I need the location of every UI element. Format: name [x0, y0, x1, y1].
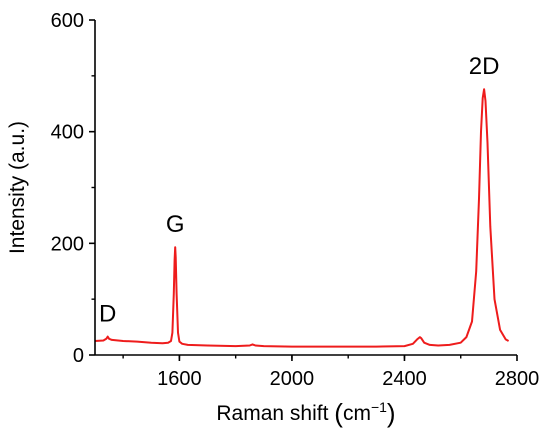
- peak-label-g: G: [166, 211, 185, 238]
- x-tick-label: 1600: [157, 368, 202, 390]
- labels: Raman shift (cm−1) Intensity (a.u.) D G 2D: [6, 53, 499, 428]
- peak-label-2d: 2D: [469, 53, 500, 80]
- x-axis-label: Raman shift: [216, 402, 328, 425]
- y-tick-label: 200: [51, 233, 84, 255]
- x-axis-unit-exponent: −1: [371, 399, 387, 415]
- axes-frame: [94, 20, 517, 356]
- y-tick-label: 600: [51, 10, 84, 32]
- x-axis-unit-open-paren: (: [334, 398, 343, 428]
- x-axis-title: Raman shift (cm−1): [216, 398, 395, 428]
- ticks: 1600 2000 2400 2800 0 200 400 600: [51, 10, 540, 390]
- y-axis-title: Intensity (a.u.): [6, 121, 29, 254]
- x-tick-label: 2000: [270, 368, 315, 390]
- y-tick-label: 400: [51, 122, 84, 144]
- peak-label-d: D: [99, 301, 116, 328]
- x-tick-label: 2400: [382, 368, 427, 390]
- y-tick-label: 0: [73, 345, 84, 367]
- x-axis-unit-close-paren: ): [387, 398, 396, 428]
- spectrum-line-0: [94, 88, 510, 348]
- x-tick-label: 2800: [495, 368, 540, 390]
- x-axis-unit-base: cm: [343, 402, 371, 425]
- plot-area: [94, 88, 510, 348]
